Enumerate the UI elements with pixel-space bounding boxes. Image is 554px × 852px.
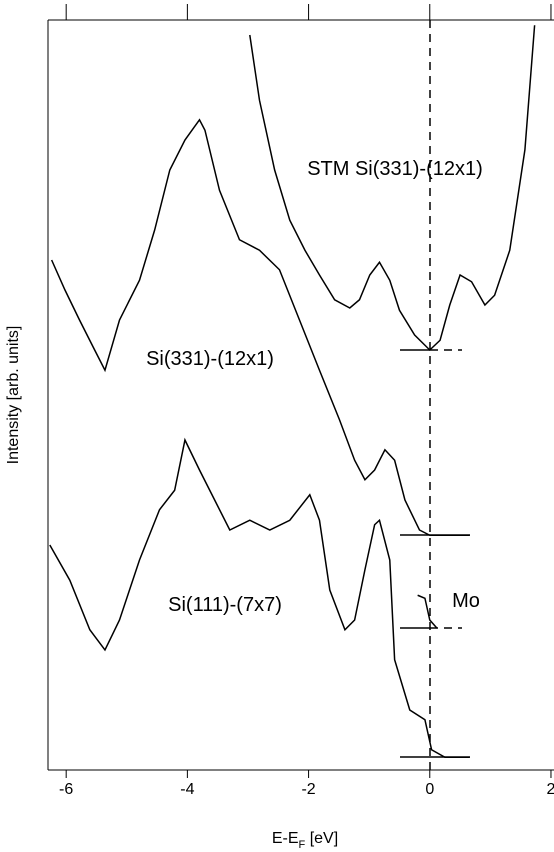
x-tick-label: -2 xyxy=(301,781,315,798)
baselines xyxy=(400,349,470,758)
x-label-part: E-E xyxy=(272,830,299,847)
curve-label: STM Si(331)-(12x1) xyxy=(307,158,483,180)
curve-label: Mo xyxy=(452,590,480,612)
x-tick-label: -4 xyxy=(180,781,194,798)
x-tick-label: -6 xyxy=(59,781,73,798)
y-axis-label: Intensity [arb. units] xyxy=(5,326,22,465)
spectrum-line xyxy=(417,594,438,629)
spectrum-line xyxy=(49,437,470,758)
x-axis-label: E-EF [eV] xyxy=(272,830,338,851)
x-label-sub: F xyxy=(299,839,306,851)
x-tick-label: 0 xyxy=(425,781,434,798)
spectrum-line xyxy=(50,118,470,536)
spectrum-line xyxy=(249,25,536,352)
x-tick-label: 2 xyxy=(547,781,554,798)
curve-label: Si(111)-(7x7) xyxy=(168,594,282,616)
x-label-part: [eV] xyxy=(305,830,338,847)
curve-label: Si(331)-(12x1) xyxy=(146,348,274,370)
